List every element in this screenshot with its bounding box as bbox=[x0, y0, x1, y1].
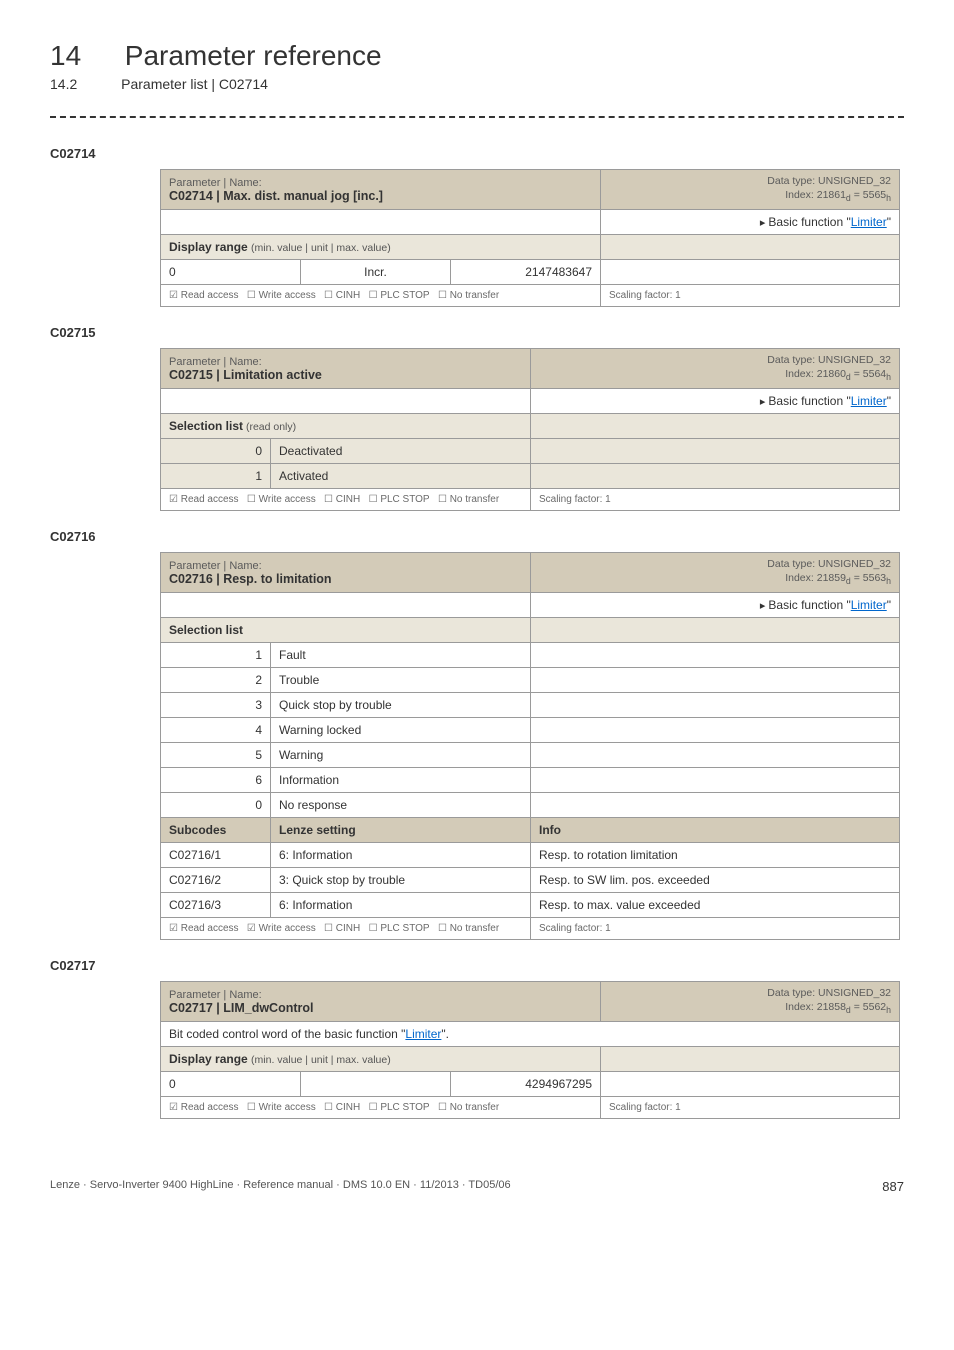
subcodes-label: Subcodes bbox=[161, 818, 271, 843]
selection-key: 1 bbox=[161, 643, 271, 668]
footer-text: Lenze · Servo-Inverter 9400 HighLine · R… bbox=[50, 1179, 511, 1194]
selection-list-label: Selection list bbox=[169, 419, 243, 433]
limiter-link[interactable]: Limiter bbox=[851, 215, 887, 229]
selection-key: 5 bbox=[161, 743, 271, 768]
subcode-info: Resp. to SW lim. pos. exceeded bbox=[531, 868, 900, 893]
selection-value: No response bbox=[271, 793, 531, 818]
table-c02715: Parameter | Name: C02715 | Limitation ac… bbox=[160, 348, 900, 511]
selection-key: 0 bbox=[161, 439, 271, 464]
subcode-setting: 6: Information bbox=[271, 893, 531, 918]
selection-key: 0 bbox=[161, 793, 271, 818]
param-code-c02716: C02716 bbox=[50, 529, 904, 544]
subcode-info: Resp. to max. value exceeded bbox=[531, 893, 900, 918]
info-label: Info bbox=[531, 818, 900, 843]
page-header: 14 Parameter reference 14.2 Parameter li… bbox=[50, 40, 904, 92]
scaling-factor: Scaling factor: 1 bbox=[531, 918, 900, 940]
page-number: 887 bbox=[882, 1179, 904, 1194]
subcode-info: Resp. to rotation limitation bbox=[531, 843, 900, 868]
scaling-factor: Scaling factor: 1 bbox=[601, 1097, 900, 1119]
index: Index: 21861d = 5565h bbox=[609, 189, 891, 204]
param-title: C02714 | Max. dist. manual jog [inc.] bbox=[169, 189, 592, 203]
selection-value: Warning bbox=[271, 743, 531, 768]
selection-value: Information bbox=[271, 768, 531, 793]
section-number: 14.2 bbox=[50, 76, 77, 92]
param-name-label: Parameter | Name: bbox=[169, 989, 592, 1001]
scaling-factor: Scaling factor: 1 bbox=[531, 489, 900, 511]
selection-key: 4 bbox=[161, 718, 271, 743]
min-value: 0 bbox=[161, 260, 301, 285]
selection-value: Deactivated bbox=[271, 439, 531, 464]
param-title: C02717 | LIM_dwControl bbox=[169, 1001, 592, 1015]
chapter-number: 14 bbox=[50, 40, 81, 72]
unit-value: Incr. bbox=[301, 260, 451, 285]
selection-value: Trouble bbox=[271, 668, 531, 693]
section-title: Parameter list | C02714 bbox=[121, 76, 268, 92]
data-type: Data type: UNSIGNED_32 bbox=[609, 987, 891, 1001]
param-name-label: Parameter | Name: bbox=[169, 356, 522, 368]
min-value: 0 bbox=[161, 1072, 301, 1097]
max-value: 4294967295 bbox=[451, 1072, 601, 1097]
selection-key: 1 bbox=[161, 464, 271, 489]
scaling-factor: Scaling factor: 1 bbox=[601, 285, 900, 307]
selection-list-label: Selection list bbox=[169, 623, 243, 637]
data-type: Data type: UNSIGNED_32 bbox=[539, 558, 891, 572]
subcode-setting: 3: Quick stop by trouble bbox=[271, 868, 531, 893]
lenze-setting-label: Lenze setting bbox=[271, 818, 531, 843]
selection-value: Activated bbox=[271, 464, 531, 489]
page-footer: Lenze · Servo-Inverter 9400 HighLine · R… bbox=[50, 1179, 904, 1194]
index: Index: 21858d = 5562h bbox=[609, 1001, 891, 1016]
limiter-link[interactable]: Limiter bbox=[851, 598, 887, 612]
selection-value: Warning locked bbox=[271, 718, 531, 743]
subcode: C02716/3 bbox=[161, 893, 271, 918]
index: Index: 21860d = 5564h bbox=[539, 368, 891, 383]
table-c02716: Parameter | Name: C02716 | Resp. to limi… bbox=[160, 552, 900, 940]
display-range-label: Display range bbox=[169, 240, 251, 254]
param-title: C02715 | Limitation active bbox=[169, 368, 522, 382]
unit-value bbox=[301, 1072, 451, 1097]
param-code-c02714: C02714 bbox=[50, 146, 904, 161]
subcode: C02716/1 bbox=[161, 843, 271, 868]
param-code-c02717: C02717 bbox=[50, 958, 904, 973]
subcode-setting: 6: Information bbox=[271, 843, 531, 868]
data-type: Data type: UNSIGNED_32 bbox=[609, 175, 891, 189]
selection-value: Fault bbox=[271, 643, 531, 668]
selection-key: 3 bbox=[161, 693, 271, 718]
max-value: 2147483647 bbox=[451, 260, 601, 285]
table-c02714: Parameter | Name: C02714 | Max. dist. ma… bbox=[160, 169, 900, 307]
selection-key: 2 bbox=[161, 668, 271, 693]
param-code-c02715: C02715 bbox=[50, 325, 904, 340]
param-name-label: Parameter | Name: bbox=[169, 560, 522, 572]
display-range-label: Display range bbox=[169, 1052, 251, 1066]
limiter-link[interactable]: Limiter bbox=[851, 394, 887, 408]
selection-key: 6 bbox=[161, 768, 271, 793]
param-name-label: Parameter | Name: bbox=[169, 177, 592, 189]
subcode: C02716/2 bbox=[161, 868, 271, 893]
data-type: Data type: UNSIGNED_32 bbox=[539, 354, 891, 368]
divider bbox=[50, 116, 904, 118]
limiter-link[interactable]: Limiter bbox=[405, 1027, 441, 1041]
chapter-title: Parameter reference bbox=[125, 40, 382, 72]
index: Index: 21859d = 5563h bbox=[539, 572, 891, 587]
table-c02717: Parameter | Name: C02717 | LIM_dwControl… bbox=[160, 981, 900, 1119]
param-title: C02716 | Resp. to limitation bbox=[169, 572, 522, 586]
selection-value: Quick stop by trouble bbox=[271, 693, 531, 718]
